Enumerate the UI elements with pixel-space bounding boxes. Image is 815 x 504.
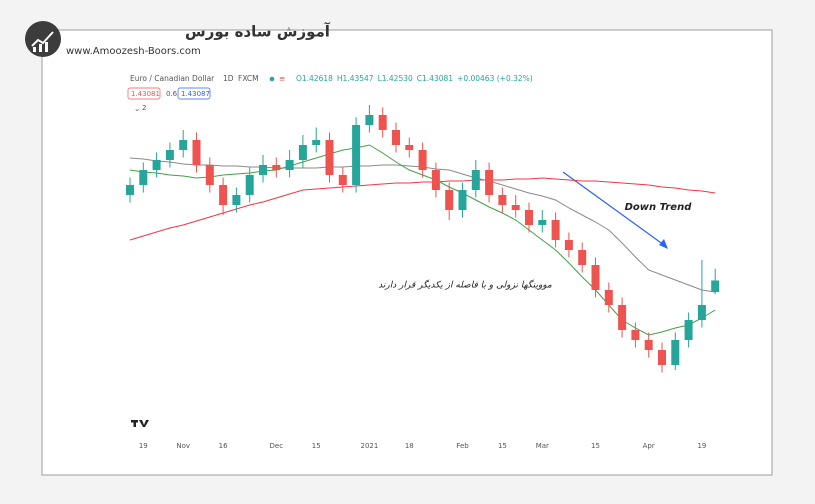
- ohlc-value: O1.42618: [296, 74, 333, 83]
- logo-url: www.Amoozesh-Boors.com: [66, 46, 201, 57]
- chart-frame: [41, 29, 773, 476]
- trend-arrow: [562, 171, 665, 246]
- candle-body: [604, 290, 613, 305]
- logo: آموزش ساده بورس www.Amoozesh-Boors.com: [25, 21, 331, 57]
- candle-body: [684, 320, 693, 340]
- candle-body: [644, 340, 653, 350]
- candle-body: [205, 165, 214, 185]
- candle-body: [232, 195, 241, 205]
- trend-arrowhead: [659, 239, 668, 249]
- x-tick-label: 2021: [360, 442, 378, 450]
- candle-body: [272, 165, 281, 170]
- collapse-icon: ⌄: [134, 104, 140, 113]
- candle-body: [179, 140, 188, 150]
- candle-body: [245, 175, 254, 195]
- tv-logo-part: [139, 420, 149, 427]
- candle-body: [192, 140, 201, 165]
- candle-body: [378, 115, 387, 130]
- logo-icon: [33, 47, 36, 52]
- logo-title: آموزش ساده بورس: [185, 23, 331, 41]
- x-tick-label: Feb: [456, 442, 469, 450]
- candle-body: [471, 170, 480, 190]
- source: FXCM: [238, 74, 259, 83]
- logo-badge: [25, 21, 61, 57]
- candle-body: [458, 190, 467, 210]
- candle-body: [485, 170, 494, 195]
- indicator-badge: 0.6: [166, 90, 178, 98]
- candle-body: [498, 195, 507, 205]
- annotation: مووینگها نزولی و با فاصله از یکدیگر قرار…: [378, 279, 552, 291]
- candle-body: [711, 280, 720, 293]
- x-tick-label: 19: [139, 442, 148, 450]
- x-tick-label: Dec: [270, 442, 284, 450]
- candle-body: [152, 160, 161, 170]
- candle-body: [631, 330, 640, 340]
- candle-body: [551, 220, 560, 240]
- ohlc-value: H1.43547: [337, 74, 374, 83]
- candle-body: [538, 220, 547, 225]
- badge-box: [177, 87, 211, 100]
- candle-body: [591, 265, 600, 290]
- x-tick-label: Apr: [643, 442, 655, 450]
- candle-body: [697, 305, 706, 320]
- candle-body: [525, 210, 533, 225]
- ohlc-value: C1.43081: [417, 74, 453, 83]
- candle-body: [165, 150, 174, 160]
- x-tick-label: Mar: [536, 442, 549, 450]
- candle-body: [618, 305, 627, 330]
- indicator-count: 2: [142, 104, 146, 112]
- candle-body: [338, 175, 347, 185]
- ohlc-value: +0.00463 (+0.32%): [457, 74, 533, 83]
- flag-icon: ≡: [279, 74, 285, 83]
- candle-body: [365, 115, 374, 125]
- candle-body: [405, 145, 414, 150]
- indicator-badge: 1.43081: [131, 90, 160, 98]
- chart-header: Euro / Canadian Dollar 1D FXCM ≡ ⌄: [127, 74, 668, 427]
- symbol-name: Euro / Canadian Dollar: [130, 74, 215, 83]
- x-tick-label: 15: [498, 442, 507, 450]
- candle-body: [511, 205, 520, 210]
- logo-icon: [31, 31, 54, 47]
- x-tick-label: Nov: [176, 442, 190, 450]
- candle-body: [259, 165, 267, 175]
- candle-body: [312, 140, 321, 145]
- x-tick-label: 19: [697, 442, 706, 450]
- ohlc-value: L1.42530: [378, 74, 413, 83]
- x-tick-label: 16: [219, 442, 228, 450]
- candle-body: [126, 185, 134, 195]
- tv-logo-part: [133, 420, 136, 427]
- x-tick-label: 18: [405, 442, 414, 450]
- logo-icon: [45, 42, 48, 52]
- candle-body: [352, 125, 361, 185]
- candle-body: [219, 185, 228, 205]
- candle-body: [658, 350, 666, 365]
- moving-average: [129, 177, 716, 241]
- candle-body: [578, 250, 587, 265]
- indicator-badge: 1.43087: [181, 90, 210, 98]
- candle-body: [431, 170, 440, 190]
- logo-icon: [39, 44, 42, 52]
- status-dot: [269, 76, 275, 82]
- candle-body: [671, 340, 680, 365]
- tv-logo: [131, 420, 149, 427]
- candle-body: [445, 190, 454, 210]
- badge-box: [127, 87, 161, 100]
- candle-body: [392, 130, 400, 145]
- interval: 1D: [223, 74, 234, 83]
- candle-body: [139, 170, 148, 185]
- annotation: Down Trend: [625, 202, 693, 213]
- candle-body: [564, 240, 573, 250]
- candle-body: [285, 160, 294, 170]
- x-tick-label: 15: [312, 442, 321, 450]
- candle-body: [325, 140, 334, 175]
- candle-body: [418, 150, 427, 170]
- x-tick-label: 15: [591, 442, 600, 450]
- candle-body: [298, 145, 307, 160]
